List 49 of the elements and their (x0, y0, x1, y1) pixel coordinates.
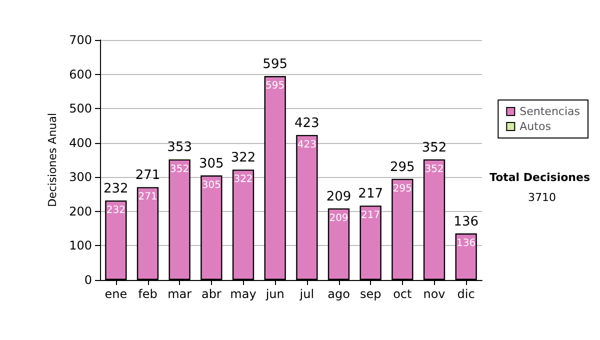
data-label: 136 (456, 238, 476, 249)
data-label: 352 (170, 164, 190, 175)
y-tick-label: 100 (69, 238, 92, 253)
total-label: 322 (230, 150, 256, 166)
y-tick-label: 400 (69, 136, 92, 150)
total-label: 136 (454, 214, 478, 230)
data-label: 595 (266, 80, 285, 92)
total-label: 423 (294, 116, 320, 131)
text: 3710 (528, 191, 556, 204)
x-tick-label: ene (104, 287, 128, 301)
total-label: 209 (326, 189, 352, 204)
text: Total Decisiones (490, 171, 590, 184)
total-label: 305 (199, 156, 224, 172)
total-label: 217 (358, 186, 383, 202)
data-label: 423 (297, 139, 316, 150)
total-label: 595 (262, 57, 288, 72)
data-label: 322 (234, 174, 253, 186)
data-label: 209 (329, 212, 348, 224)
x-tick-label: oct (393, 287, 412, 301)
legend-label: Autos (520, 120, 552, 133)
y-tick-label: 700 (69, 33, 92, 47)
data-label: 217 (361, 210, 380, 222)
x-tick-label: abr (201, 287, 222, 301)
x-tick-label: nov (423, 287, 446, 301)
x-tick-label: ago (328, 287, 350, 301)
y-tick-label: 300 (69, 170, 92, 184)
data-label: 305 (202, 180, 221, 191)
y-tick-label: 600 (69, 67, 92, 82)
y-tick-label: 200 (69, 204, 92, 218)
total-label: 352 (422, 140, 447, 156)
data-label: 295 (392, 183, 412, 194)
x-tick-label: sep (360, 287, 382, 301)
y-tick-label: 0 (84, 273, 92, 287)
total-label: 232 (104, 181, 128, 196)
x-tick-label: dic (457, 287, 475, 301)
y-axis-title: Decisiones Anual (46, 112, 60, 208)
total-label: 271 (135, 168, 160, 184)
x-tick-label: may (230, 287, 256, 301)
x-tick-label: jun (264, 287, 284, 301)
x-tick-label: jul (298, 287, 314, 301)
y-tick-label: 500 (69, 102, 92, 116)
total-label: 353 (167, 140, 192, 155)
x-tick-label: mar (168, 287, 192, 301)
data-label: 232 (106, 204, 126, 216)
total-label: 295 (390, 160, 415, 175)
x-tick-label: feb (138, 287, 158, 301)
data-label: 271 (138, 192, 158, 203)
legend-label: Sentencias (520, 105, 580, 118)
data-label: 352 (424, 164, 444, 175)
